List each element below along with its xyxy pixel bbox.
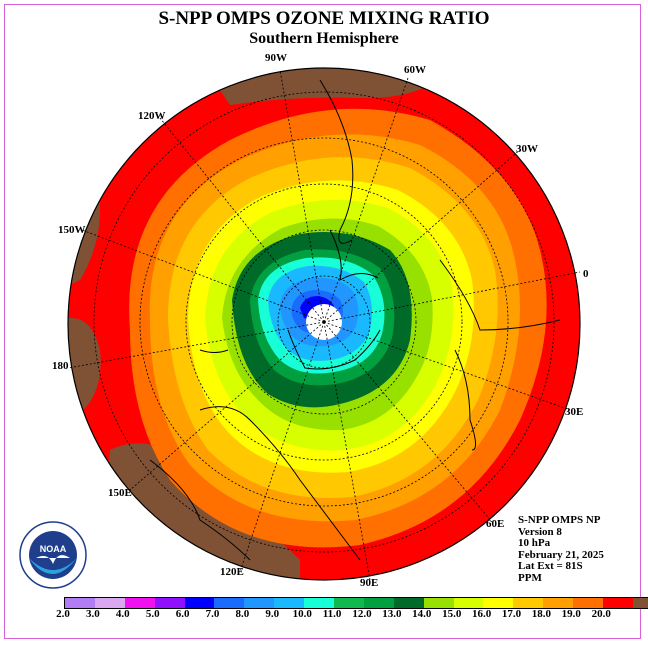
colorbar-swatch [334,598,364,608]
lon-label-0: 0 [583,268,589,280]
colorbar-tick-label: 16.0 [471,608,492,620]
coastlines [149,79,561,561]
colorbar-swatch [184,598,215,608]
colorbar-tick-label: 13.0 [382,608,402,620]
lon-label-30w: 30W [516,143,538,155]
lon-label-60w: 60W [404,64,426,76]
colorbar-tick-label: 5.0 [145,608,160,620]
colorbar-swatch [603,598,633,608]
colorbar-tick-label: 6.0 [175,608,190,620]
colorbar-swatch [154,598,185,608]
colorbar-tick-label: 4.0 [115,608,130,620]
lon-label-90e: 90E [360,577,379,589]
colorbar-swatch [214,598,245,608]
colorbar-tick-label: 18.0 [531,608,552,620]
observation-date: February 21, 2025 [518,548,604,561]
colorbar-tick-label: 7.0 [205,608,220,620]
ozone-contours [68,68,580,580]
product-name: S-NPP OMPS NP [518,514,601,526]
colorbar-tick-label: 9.0 [265,608,280,620]
colorbar-swatch [632,598,648,608]
figure-frame [4,4,641,639]
colorbar-tick-label: 2.0 [56,608,70,620]
colorbar-tick-label: 12.0 [352,608,372,620]
colorbar-swatch [94,598,125,608]
colorbar-tick-label: 10.0 [292,608,312,620]
noaa-logo: NOAA [19,521,87,589]
colorbar-tick-label: 3.0 [86,608,100,620]
map-boundary [67,67,581,581]
colorbar-swatch [543,598,574,608]
colorbar-tick-label: 11.0 [322,608,342,620]
colorbar-swatch [453,598,484,608]
colorbar-swatch [124,598,155,608]
colorbar-tick-label: 8.0 [235,608,250,620]
pressure-level: 10 hPa [518,537,551,549]
lon-label-90w: 90W [265,52,287,64]
product-version: Version 8 [518,525,562,538]
colorbar [64,597,648,609]
colorbar-swatch [65,598,95,608]
colorbar-swatch [244,598,275,608]
lon-label-60e: 60E [486,518,505,530]
colorbar-tick-label: 20.0 [591,608,611,620]
colorbar-swatch [423,598,454,608]
colorbar-swatch [573,598,604,608]
graticule [67,69,581,581]
colorbar-tick-label: 19.0 [561,608,581,620]
units-label: PPM [518,571,542,584]
product-info: S-NPP OMPS NP Version 8 10 hPa February … [518,514,604,584]
colorbar-swatch [304,598,335,608]
colorbar-tick-label: 15.0 [442,608,462,620]
lon-label-150e: 150E [108,487,132,499]
lon-label-180: 180 [52,360,69,372]
lon-label-120e: 120E [220,566,244,578]
colorbar-swatch [274,598,305,608]
colorbar-ticks: 2.0 3.0 4.0 5.0 6.0 7.0 8.0 9.0 10.0 11.0 12.0 13.0… [48,608,611,622]
map-title: S-NPP OMPS OZONE MIXING RATIO [158,8,490,29]
colorbar-swatch [393,598,424,608]
lon-label-30e: 30E [565,406,584,418]
colorbar-swatch [363,598,394,608]
colorbar-swatch [513,598,544,608]
colorbar-tick-label: 14.0 [412,608,432,620]
lon-label-120w: 120W [138,110,166,122]
latitude-extent: Lat Ext = 81S [518,560,583,572]
lon-label-150w: 150W [58,224,86,236]
colorbar-swatch [483,598,514,608]
noaa-logo-text: NOAA [40,544,67,554]
map-subtitle: Southern Hemisphere [249,30,399,47]
colorbar-tick-label: 17.0 [501,608,522,620]
